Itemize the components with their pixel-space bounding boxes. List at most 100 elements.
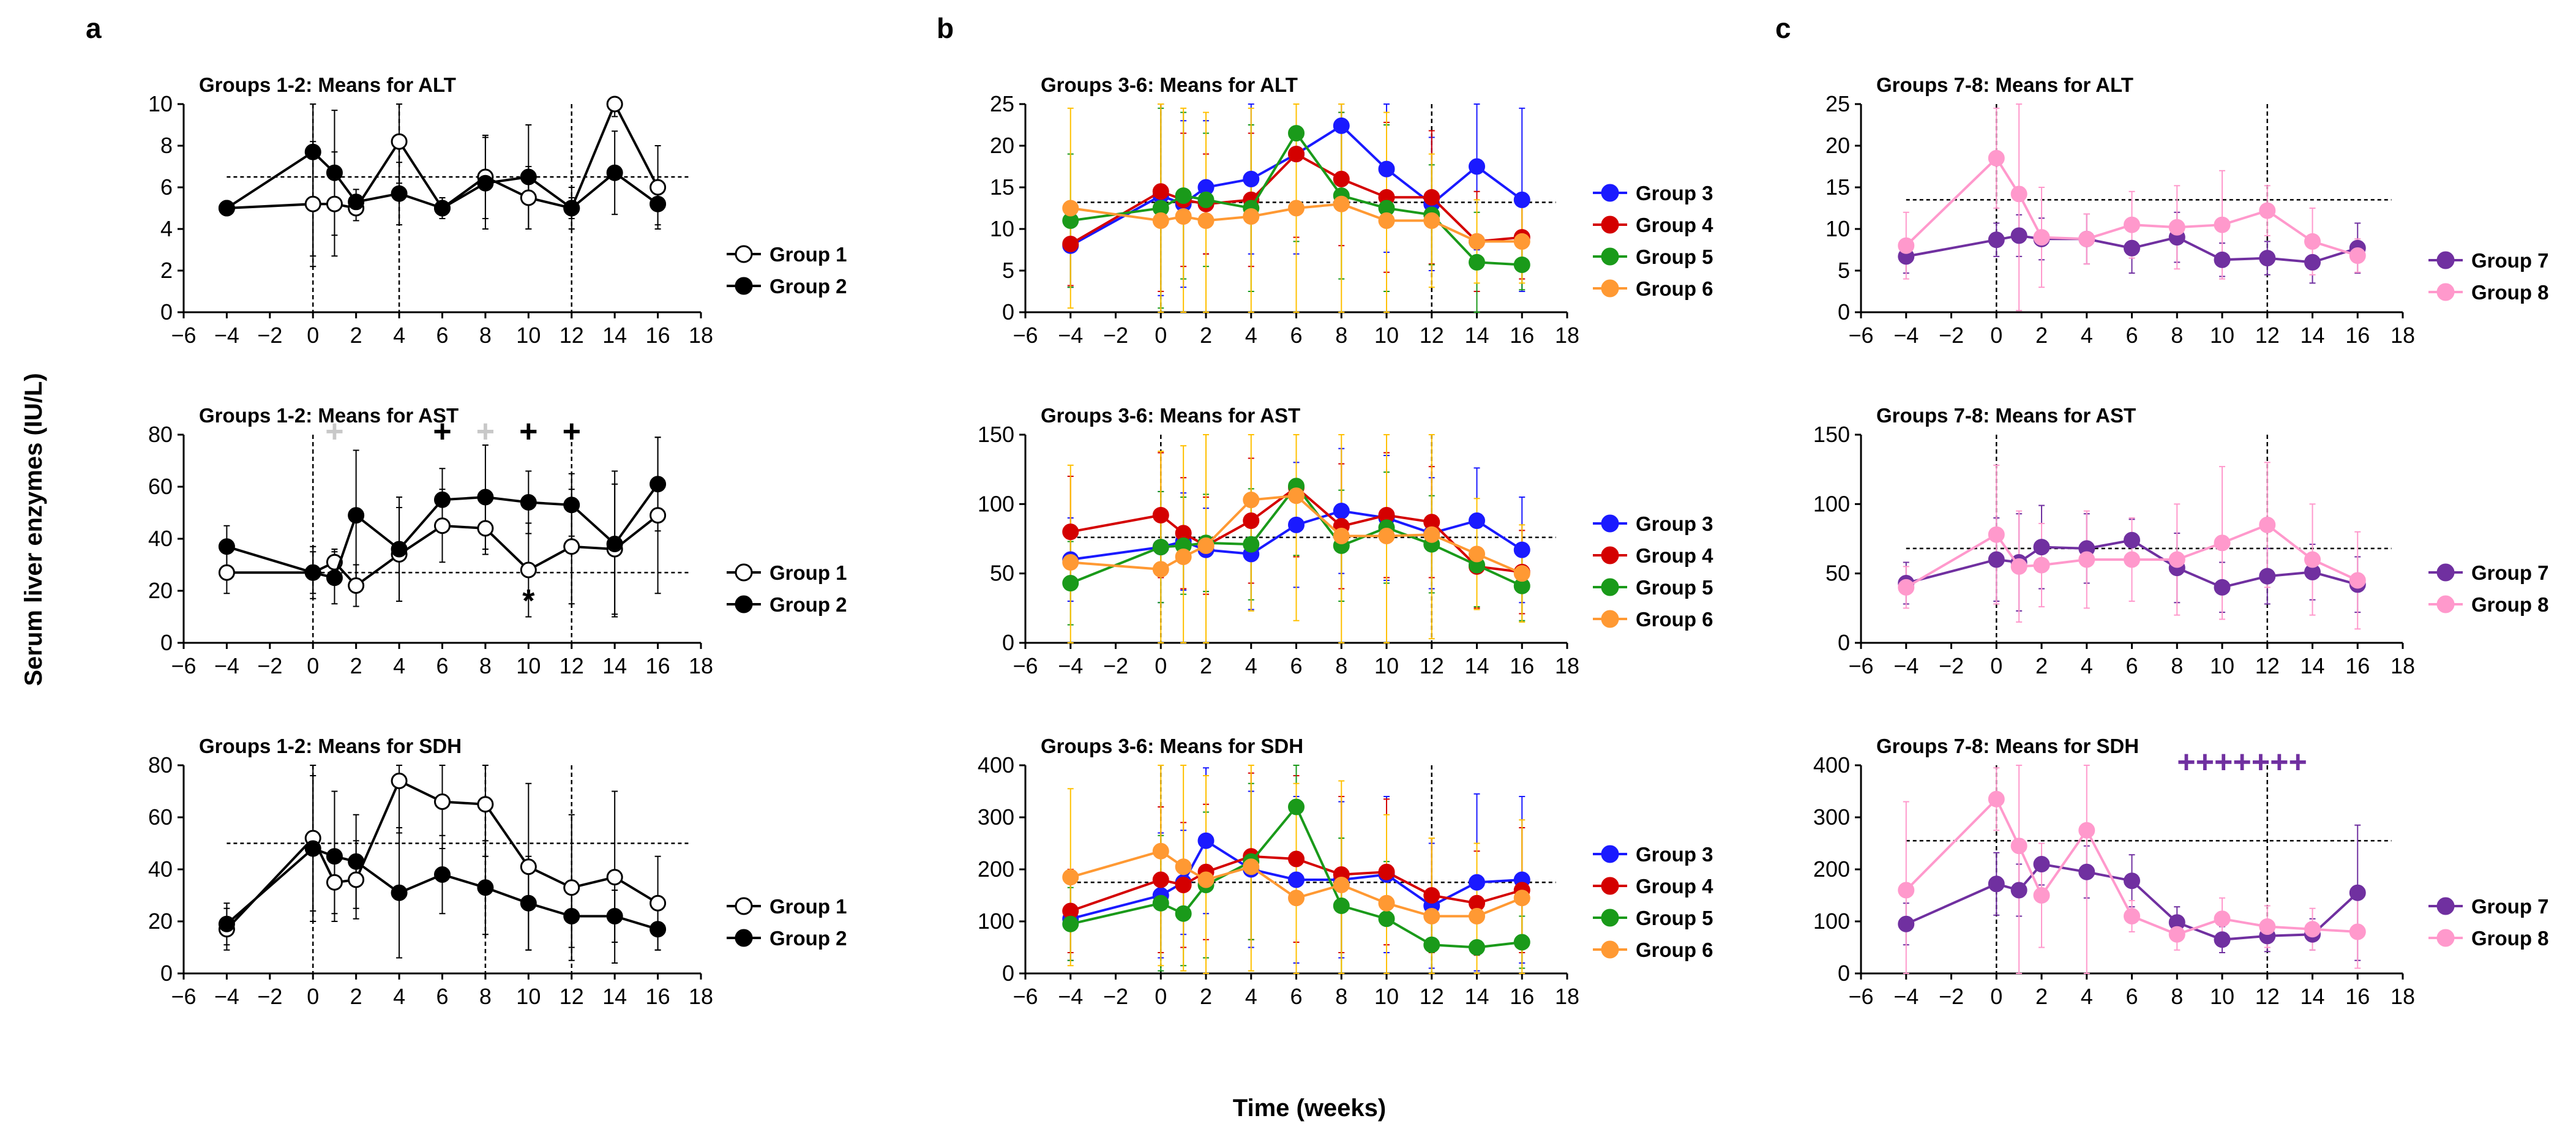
legend-label: Group 7 bbox=[2471, 561, 2549, 584]
data-point bbox=[477, 879, 494, 896]
legend-label: Group 3 bbox=[1636, 182, 1713, 204]
chart-title: Groups 7-8: Means for ALT bbox=[1876, 73, 2133, 96]
x-tick-label: −2 bbox=[1103, 653, 1128, 678]
y-tick-label: 100 bbox=[978, 909, 1014, 934]
y-tick-label: 25 bbox=[990, 91, 1014, 116]
legend-marker bbox=[2436, 563, 2455, 582]
panel-letter-a: a bbox=[86, 12, 102, 44]
x-tick-label: −4 bbox=[1058, 984, 1083, 1009]
x-tick-label: 16 bbox=[2345, 323, 2370, 348]
data-point bbox=[1175, 905, 1192, 922]
x-tick-label: 12 bbox=[2255, 984, 2280, 1009]
legend-label: Group 1 bbox=[769, 895, 847, 918]
x-tick-label: 10 bbox=[516, 653, 541, 678]
chart-title: Groups 3-6: Means for AST bbox=[1041, 404, 1300, 427]
data-point bbox=[2124, 531, 2140, 549]
x-tick-label: −2 bbox=[1939, 323, 1964, 348]
legend-marker bbox=[735, 277, 753, 295]
y-tick-label: 100 bbox=[1813, 909, 1850, 934]
y-tick-label: 0 bbox=[1838, 961, 1850, 986]
x-tick-label: 10 bbox=[516, 984, 541, 1009]
x-tick-label: −2 bbox=[1103, 323, 1128, 348]
y-tick-label: 300 bbox=[978, 804, 1014, 830]
legend-marker bbox=[1601, 610, 1619, 628]
data-point bbox=[1469, 874, 1485, 891]
legend-marker bbox=[2436, 251, 2455, 269]
y-tick-label: 15 bbox=[990, 174, 1014, 200]
x-tick-label: 0 bbox=[307, 653, 319, 678]
data-point bbox=[2259, 250, 2276, 267]
data-point bbox=[1469, 939, 1485, 956]
panel-letter-c: c bbox=[1775, 12, 1791, 44]
data-point bbox=[1513, 233, 1530, 250]
data-point bbox=[2124, 239, 2140, 257]
legend-marker bbox=[735, 595, 753, 613]
data-point bbox=[218, 915, 235, 932]
x-tick-label: 6 bbox=[2125, 984, 2138, 1009]
data-point bbox=[1378, 160, 1395, 178]
significance-asterisk: * bbox=[522, 583, 535, 619]
data-point bbox=[1152, 183, 1169, 200]
data-point bbox=[1197, 832, 1215, 849]
data-point bbox=[650, 179, 667, 196]
x-tick-label: 18 bbox=[1555, 984, 1579, 1009]
data-point bbox=[1988, 790, 2005, 808]
x-tick-label: 18 bbox=[1555, 323, 1579, 348]
data-point bbox=[348, 871, 365, 888]
y-tick-label: 150 bbox=[1813, 422, 1850, 447]
data-point bbox=[1288, 125, 1305, 142]
x-tick-label: 6 bbox=[2125, 323, 2138, 348]
legend-marker bbox=[1601, 247, 1619, 266]
data-point bbox=[1513, 565, 1530, 582]
x-tick-label: 14 bbox=[1464, 323, 1489, 348]
data-point bbox=[2214, 910, 2231, 928]
data-point bbox=[348, 577, 365, 594]
chart-title: Groups 3-6: Means for SDH bbox=[1041, 735, 1303, 757]
x-tick-label: 18 bbox=[689, 984, 713, 1009]
y-tick-label: 0 bbox=[1002, 630, 1014, 655]
data-point bbox=[348, 507, 365, 524]
y-tick-label: 60 bbox=[148, 804, 173, 830]
data-point bbox=[304, 564, 321, 581]
x-tick-label: 12 bbox=[1420, 653, 1444, 678]
data-point bbox=[563, 879, 580, 896]
x-tick-label: 14 bbox=[602, 653, 627, 678]
x-tick-label: 4 bbox=[2081, 653, 2093, 678]
chart-a-1: Groups 1-2: Means for ALT 0 2 4 6 8 10 −6 −4 −2 0 2… bbox=[148, 73, 847, 348]
y-tick-label: 100 bbox=[978, 491, 1014, 516]
data-point bbox=[1378, 212, 1395, 229]
data-point bbox=[563, 538, 580, 555]
data-point bbox=[650, 476, 667, 493]
y-tick-label: 6 bbox=[160, 174, 173, 200]
data-point bbox=[1197, 191, 1215, 208]
data-point bbox=[2033, 229, 2050, 246]
data-point bbox=[434, 517, 451, 534]
x-tick-label: 4 bbox=[1245, 323, 1257, 348]
data-point bbox=[2010, 558, 2027, 575]
data-point bbox=[1152, 212, 1169, 229]
x-tick-label: 4 bbox=[393, 984, 405, 1009]
x-tick-label: −4 bbox=[214, 984, 239, 1009]
x-tick-label: 16 bbox=[2345, 984, 2370, 1009]
data-point bbox=[2010, 227, 2027, 244]
y-tick-label: 0 bbox=[1002, 299, 1014, 324]
data-point bbox=[2304, 921, 2321, 938]
x-tick-label: 2 bbox=[350, 984, 362, 1009]
data-point bbox=[1175, 858, 1192, 875]
data-point bbox=[1378, 863, 1395, 880]
x-tick-label: −2 bbox=[257, 984, 282, 1009]
data-point bbox=[1152, 842, 1169, 860]
data-point bbox=[520, 894, 537, 912]
data-point bbox=[606, 96, 623, 113]
legend-marker bbox=[2436, 595, 2455, 613]
x-tick-label: 14 bbox=[2300, 653, 2324, 678]
data-point bbox=[606, 164, 623, 181]
legend-marker bbox=[1601, 845, 1619, 863]
data-point bbox=[1333, 898, 1350, 914]
data-point bbox=[1513, 191, 1530, 208]
legend-marker bbox=[1601, 546, 1619, 564]
data-point bbox=[1152, 894, 1169, 912]
data-point bbox=[477, 520, 494, 537]
